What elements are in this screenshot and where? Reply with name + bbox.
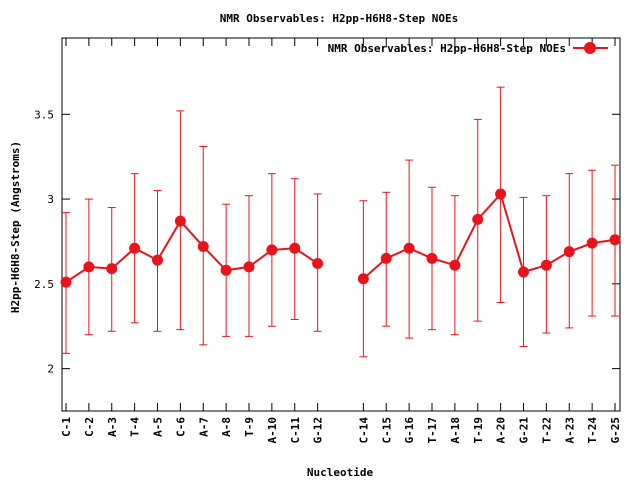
data-point xyxy=(289,242,301,254)
data-point xyxy=(518,266,529,278)
data-point xyxy=(380,252,392,264)
x-tick-label: C-15 xyxy=(380,417,393,444)
x-tick-label: A-18 xyxy=(449,417,462,444)
data-point xyxy=(174,215,186,227)
data-point xyxy=(197,241,209,253)
x-tick-label: A-7 xyxy=(197,417,210,437)
x-tick-label: C-11 xyxy=(289,417,302,444)
data-point xyxy=(472,213,484,225)
data-point xyxy=(83,261,95,273)
chart-title: NMR Observables: H2pp-H6H8-Step NOEs xyxy=(220,12,458,25)
data-point xyxy=(495,188,507,200)
x-tick-label: T-9 xyxy=(243,417,256,437)
data-point xyxy=(220,264,232,276)
error-bars xyxy=(62,86,619,358)
x-tick-label: A-8 xyxy=(220,417,233,437)
y-tick-label: 3.5 xyxy=(34,108,54,121)
x-tick-label: T-22 xyxy=(540,417,553,444)
series-line-segment xyxy=(65,219,319,283)
legend: NMR Observables: H2pp-H6H8-Step NOEs xyxy=(328,42,608,55)
data-point xyxy=(106,263,118,275)
x-axis: C-1 C-2 A-3 T-4 A-5 C-6 A-7 A-8 T-9 A-10 C-11 G-12 C… xyxy=(60,38,622,444)
y-axis: 2 2.5 3 3.5 xyxy=(34,108,620,376)
x-tick-label: G-25 xyxy=(609,417,622,444)
data-point xyxy=(266,244,278,256)
y-axis-label: H2pp-H6H8-Step (Angstroms) xyxy=(9,141,22,313)
x-tick-label: T-19 xyxy=(472,417,485,444)
x-tick-label: C-2 xyxy=(83,417,96,437)
y-tick-label: 2.5 xyxy=(34,278,54,291)
x-axis-label: Nucleotide xyxy=(307,466,374,479)
data-point xyxy=(403,242,415,254)
x-tick-label: C-14 xyxy=(357,417,370,444)
x-tick-label: C-6 xyxy=(174,417,187,437)
data-point xyxy=(312,257,324,269)
x-tick-label: T-24 xyxy=(586,417,599,444)
legend-marker xyxy=(584,42,596,54)
series-line-segment xyxy=(362,191,616,280)
x-tick-label: G-12 xyxy=(312,417,325,444)
plot-area-frame xyxy=(61,37,621,412)
x-tick-label: A-3 xyxy=(106,417,119,437)
data-point xyxy=(563,246,575,258)
data-point xyxy=(586,237,598,249)
y-tick-label: 3 xyxy=(47,193,54,206)
data-point xyxy=(357,273,369,285)
x-tick-label: G-16 xyxy=(403,417,416,444)
x-tick-label: C-1 xyxy=(60,417,73,437)
x-tick-label: A-23 xyxy=(563,417,576,444)
data-point xyxy=(60,276,72,288)
data-point xyxy=(152,254,163,266)
data-point xyxy=(426,252,438,264)
x-tick-label: G-21 xyxy=(518,417,531,444)
x-tick-label: T-4 xyxy=(129,417,142,437)
data-point xyxy=(243,261,255,273)
series-points xyxy=(60,188,621,288)
data-point xyxy=(449,259,461,271)
legend-label: NMR Observables: H2pp-H6H8-Step NOEs xyxy=(328,42,566,55)
x-tick-label: A-10 xyxy=(266,417,279,444)
data-point xyxy=(129,242,141,254)
data-point xyxy=(609,234,621,246)
data-point xyxy=(540,259,552,271)
x-tick-label: A-20 xyxy=(495,417,508,444)
series-line xyxy=(65,191,616,283)
x-tick-label: A-5 xyxy=(152,417,165,437)
y-tick-label: 2 xyxy=(47,363,54,376)
x-tick-label: T-17 xyxy=(426,417,439,444)
